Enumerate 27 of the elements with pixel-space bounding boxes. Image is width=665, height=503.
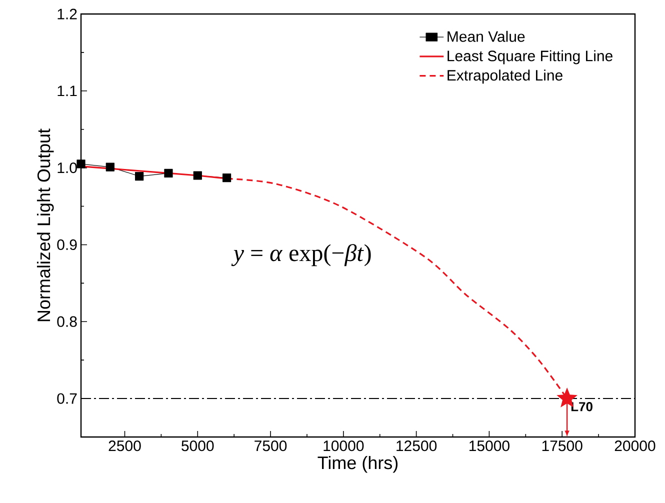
y-tick-label: 0.9 bbox=[57, 239, 77, 250]
x-tick-label: 17500 bbox=[542, 440, 582, 452]
point bbox=[76, 160, 86, 168]
x-tick-label: 12500 bbox=[396, 440, 437, 452]
x-tick-label: 7500 bbox=[254, 440, 287, 452]
x-tick-label: 5000 bbox=[182, 440, 214, 452]
x-tick-label: 15000 bbox=[470, 440, 510, 452]
point bbox=[193, 171, 202, 180]
annotation: y = α exp(−βt) bbox=[231, 244, 371, 266]
annotation: L70 bbox=[571, 402, 592, 412]
y-tick-label: 1.0 bbox=[58, 162, 77, 174]
point bbox=[106, 162, 114, 172]
point bbox=[164, 168, 173, 178]
legend-label: Extrapolated Line bbox=[448, 70, 562, 84]
x-tick-label: 10000 bbox=[324, 440, 364, 452]
y-tick-label: 0.7 bbox=[57, 393, 77, 404]
x-tick-label: 20000 bbox=[614, 440, 656, 452]
y-axis-title: Normalized Light Output bbox=[36, 128, 54, 322]
y-tick-label: 1.2 bbox=[58, 8, 77, 20]
legend-label: Mean Value bbox=[448, 30, 525, 42]
point bbox=[222, 174, 232, 182]
x-axis-title: Time (hrs) bbox=[318, 456, 398, 473]
legend-label: Least Square Fitting Line bbox=[448, 50, 612, 64]
point bbox=[135, 172, 144, 181]
y-tick-label: 0.8 bbox=[57, 316, 77, 327]
y-tick-label: 1.1 bbox=[58, 86, 77, 96]
x-tick-label: 2500 bbox=[108, 440, 141, 452]
